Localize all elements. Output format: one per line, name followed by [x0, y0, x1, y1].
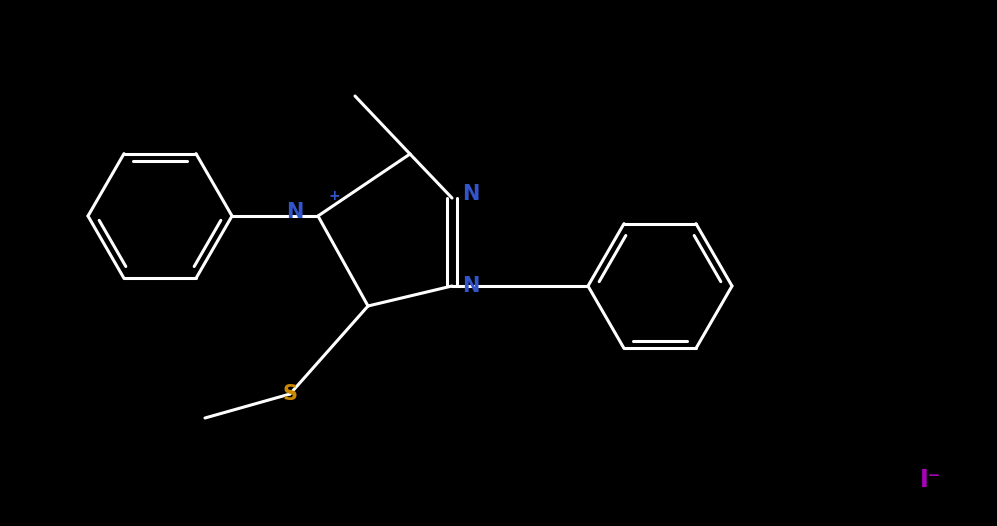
Text: +: +: [328, 189, 340, 203]
Text: N: N: [462, 184, 480, 204]
Text: S: S: [282, 384, 297, 404]
Text: N: N: [462, 276, 480, 296]
Text: I⁻: I⁻: [919, 468, 940, 492]
Text: N: N: [286, 202, 304, 222]
